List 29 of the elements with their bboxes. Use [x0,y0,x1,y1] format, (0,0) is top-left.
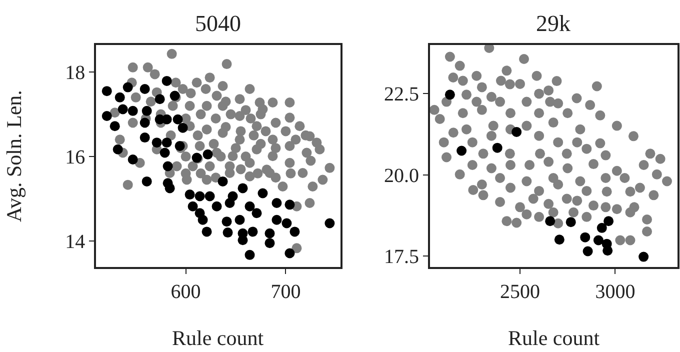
point [566,217,576,228]
x-tick-label: 600 [170,280,201,303]
x-tick-label: 2500 [500,280,540,303]
y-axis-title: Avg. Soln. Len. [2,90,26,222]
point [602,246,613,256]
point [593,235,604,246]
point [456,146,467,156]
point [554,234,564,245]
y-tick-label: 20.0 [384,164,420,187]
point [512,126,522,137]
point [580,232,590,242]
y-tick-label: 17.5 [384,246,420,268]
point [596,222,607,233]
point [545,216,556,226]
point [582,246,593,256]
x-axis-title: Rule count [508,326,600,350]
y-tick-label: 22.5 [384,84,420,106]
y-tick-label: 14 [65,230,86,253]
x-axis-title: Rule count [172,326,264,350]
x-tick-label: 3000 [595,280,636,303]
point [604,216,614,226]
chart-title: 5040 [195,11,241,36]
y-tick-label: 16 [65,146,86,169]
point [638,252,649,262]
x-tick-label: 700 [270,280,301,303]
point [492,142,502,153]
y-tick-label: 18 [65,62,86,84]
chart-title: 29k [536,11,571,36]
point [444,90,455,100]
